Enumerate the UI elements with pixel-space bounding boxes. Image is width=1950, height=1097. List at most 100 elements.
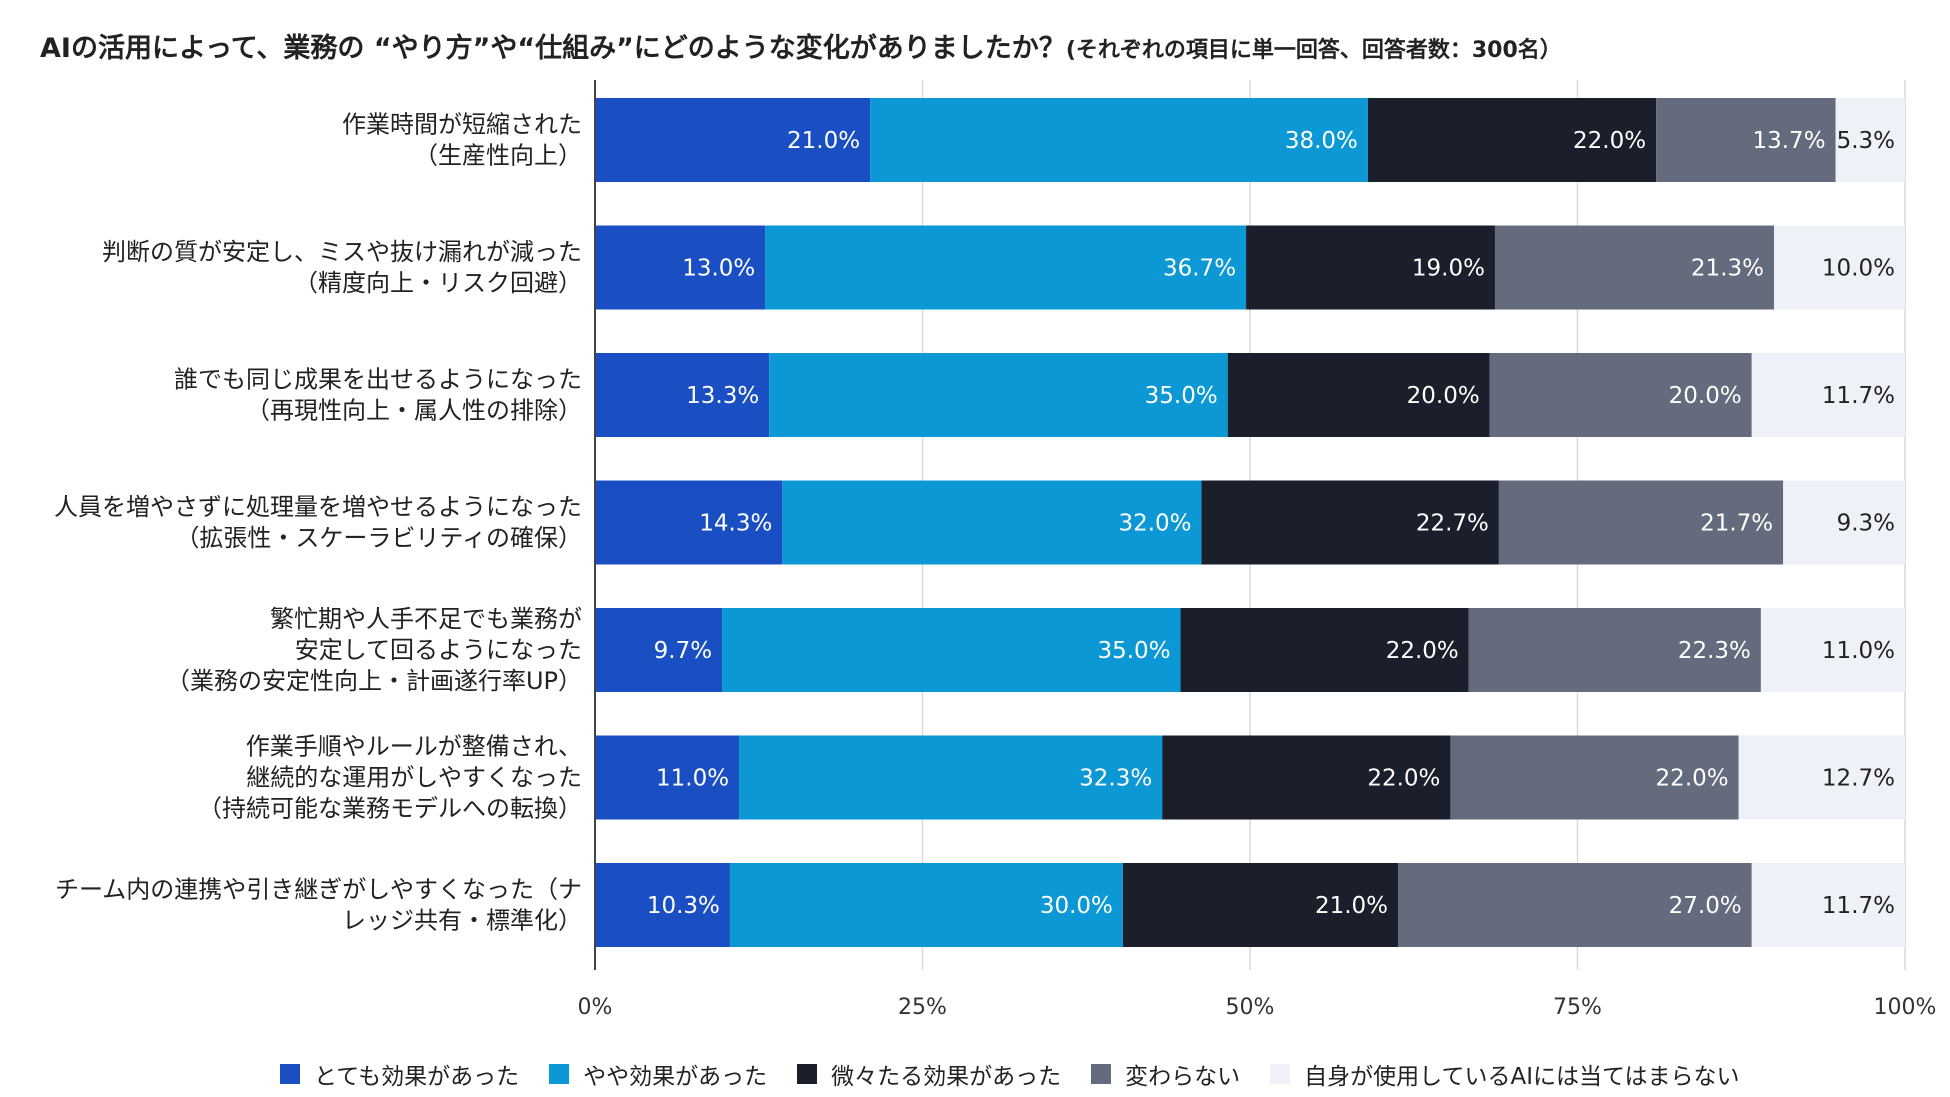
category-label: （拡張性・スケーラビリティの確保） <box>175 524 582 552</box>
bar-segment <box>769 353 1228 437</box>
category-label: 作業時間が短縮された <box>342 111 582 139</box>
category-label: 人員を増やさずに処理量を増やせるようになった <box>54 493 582 521</box>
data-label: 20.0% <box>1407 383 1480 409</box>
bar-segment <box>1498 480 1784 565</box>
bar-segment <box>1751 353 1905 437</box>
x-tick-label: 50% <box>1226 995 1275 1020</box>
data-label: 13.0% <box>682 256 755 282</box>
bar-segment <box>1227 353 1490 437</box>
bar-segment <box>729 863 1123 947</box>
legend-swatch <box>1270 1064 1291 1084</box>
bar-segment <box>1656 98 1836 182</box>
data-label: 35.0% <box>1145 383 1218 409</box>
data-label: 11.0% <box>1822 638 1895 664</box>
category-label: （持続可能な業務モデルへの転換） <box>198 795 582 823</box>
stacked-bar-chart: 0% 25% 50% 75% 100% 21.0% 38.0% 22.0% 13.7% 5.3% 作… <box>54 80 1937 1020</box>
data-label: 27.0% <box>1669 893 1742 919</box>
x-tick-label: 0% <box>578 995 613 1020</box>
bar-segment <box>1774 225 1905 310</box>
bar-segment <box>870 98 1368 182</box>
legend-label: 微々たる効果があった <box>831 1064 1062 1090</box>
data-label: 14.3% <box>699 511 772 537</box>
bar-segment <box>1398 863 1752 947</box>
category-label: （生産性向上） <box>414 142 582 170</box>
data-label: 13.7% <box>1752 128 1825 154</box>
bar-segment <box>1180 608 1469 692</box>
legend-item: 微々たる効果があった <box>797 1057 1061 1091</box>
legend-swatch <box>280 1064 300 1084</box>
data-label: 9.3% <box>1837 511 1895 537</box>
legend-item: とても効果があった <box>280 1057 519 1091</box>
category-label: （業務の安定性向上・計画遂行率UP） <box>166 667 582 695</box>
data-label: 21.0% <box>787 128 860 154</box>
x-tick-label: 25% <box>898 995 947 1020</box>
bar-segment <box>1201 480 1499 565</box>
data-label: 35.0% <box>1097 638 1170 664</box>
data-label: 11.7% <box>1822 893 1895 919</box>
data-label: 11.7% <box>1822 383 1895 409</box>
data-label: 19.0% <box>1412 256 1485 282</box>
chart-title-main: AIの活用によって、業務の “やり方”や“仕組み”にどのような変化がありましたか… <box>40 33 1066 64</box>
data-label: 20.0% <box>1669 383 1742 409</box>
data-label: 21.0% <box>1315 893 1388 919</box>
legend-item: 変わらない <box>1091 1057 1240 1091</box>
x-tick-label: 75% <box>1553 995 1602 1020</box>
category-label: （再現性向上・属人性の排除） <box>246 397 582 425</box>
bar-segment <box>595 98 871 182</box>
legend-label: 変わらない <box>1125 1064 1241 1090</box>
bar-segment <box>595 735 740 820</box>
bar-segment <box>1367 98 1657 182</box>
category-label: （精度向上・リスク回避） <box>294 269 582 297</box>
data-label: 11.0% <box>656 766 729 792</box>
data-label: 32.3% <box>1079 766 1152 792</box>
data-label: 9.7% <box>654 638 712 664</box>
legend-label: 自身が使用しているAIには当てはまらない <box>1304 1064 1740 1090</box>
bar-segment <box>1783 480 1905 565</box>
category-label: 継続的な運用がしやすくなった <box>246 764 582 792</box>
bar-segment <box>595 608 723 692</box>
bar-segment <box>1122 863 1399 947</box>
category-label: 判断の質が安定し、ミスや抜け漏れが減った <box>102 238 582 266</box>
bar-segment <box>1246 225 1495 310</box>
data-label: 22.0% <box>1573 128 1646 154</box>
data-label: 30.0% <box>1040 893 1113 919</box>
legend-swatch <box>549 1064 570 1084</box>
data-label: 22.0% <box>1656 766 1729 792</box>
category-label: 安定して回るようになった <box>295 636 582 664</box>
bar-segment <box>1468 608 1761 692</box>
bar-segment <box>1751 863 1905 947</box>
bar-segment <box>722 608 1181 692</box>
bar-segment <box>1760 608 1905 692</box>
data-label: 32.0% <box>1118 511 1191 537</box>
chart-title: AIの活用によって、業務の “やり方”や“仕組み”にどのような変化がありましたか… <box>40 26 1562 65</box>
data-label: 22.7% <box>1416 511 1489 537</box>
bar-segment <box>739 735 1163 820</box>
legend-item: やや効果があった <box>549 1057 767 1091</box>
legend-item: 自身が使用しているAIには当てはまらない <box>1270 1057 1740 1091</box>
legend: とても効果があった やや効果があった 微々たる効果があった 変わらない 自身が使… <box>280 1057 1740 1091</box>
x-tick-label: 100% <box>1874 995 1937 1020</box>
legend-swatch <box>1091 1064 1112 1084</box>
legend-swatch <box>797 1064 818 1084</box>
category-label: 繁忙期や人手不足でも業務が <box>270 605 582 633</box>
data-label: 10.0% <box>1822 256 1895 282</box>
data-label: 13.3% <box>686 383 759 409</box>
data-label: 5.3% <box>1837 128 1895 154</box>
legend-label: とても効果があった <box>314 1064 520 1090</box>
chart-subtitle: (それぞれの項目に単一回答、回答者数：300名） <box>1065 38 1562 63</box>
bar-segment <box>1835 98 1905 182</box>
bar-segment <box>765 225 1247 310</box>
bar-segment <box>595 353 770 437</box>
category-label: レッジ共有・標準化） <box>342 907 582 935</box>
category-label: 作業手順やルールが整備され、 <box>246 733 582 761</box>
bar-segment <box>782 480 1202 565</box>
data-label: 36.7% <box>1163 256 1236 282</box>
bar-segment <box>1489 353 1752 437</box>
bar-segment <box>1738 735 1905 820</box>
bar-segment <box>1494 225 1774 310</box>
data-label: 22.0% <box>1386 638 1459 664</box>
data-label: 21.7% <box>1700 511 1773 537</box>
data-label: 12.7% <box>1822 766 1895 792</box>
bar-segment <box>595 480 783 565</box>
bar-segment <box>1162 735 1451 820</box>
